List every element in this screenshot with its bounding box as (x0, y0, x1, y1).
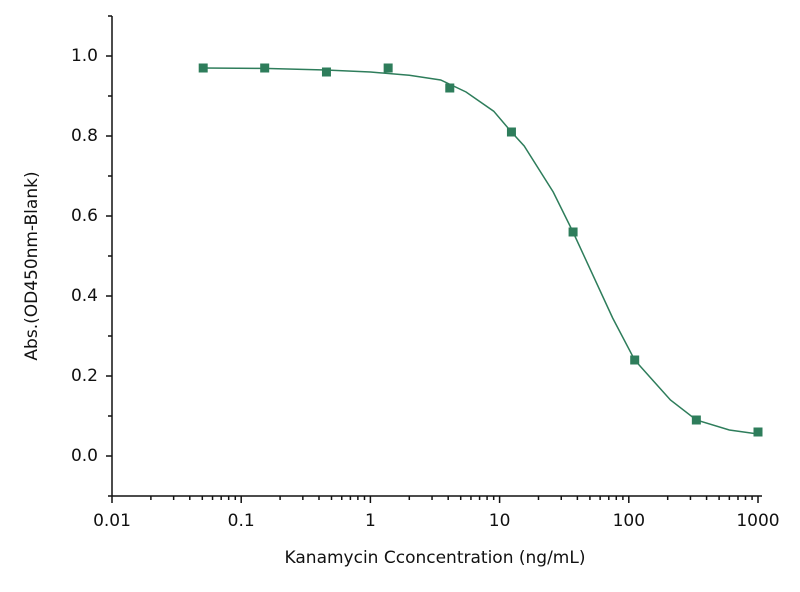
y-tick-label: 1.0 (71, 46, 98, 66)
data-point (445, 83, 455, 93)
x-tick-label: 100 (613, 511, 645, 531)
data-point (568, 227, 578, 237)
x-tick-label: 10 (489, 511, 511, 531)
data-point (198, 63, 208, 73)
x-axis-label: Kanamycin Cconcentration (ng/mL) (285, 548, 586, 568)
data-point (506, 127, 516, 137)
fit-line (202, 67, 759, 435)
data-point (321, 67, 331, 77)
data-point (691, 415, 701, 425)
data-point (630, 355, 640, 365)
y-tick-label: 0.2 (71, 366, 98, 386)
y-tick-label: 0.0 (71, 446, 98, 466)
x-tick-label: 0.01 (93, 511, 131, 531)
data-point (753, 427, 763, 437)
x-tick-label: 1 (365, 511, 376, 531)
x-tick-label: 0.1 (228, 511, 255, 531)
y-axis-label: Abs.(OD450nm-Blank) (22, 171, 42, 360)
y-tick-label: 0.6 (71, 206, 98, 226)
y-tick-label: 0.4 (71, 286, 98, 306)
x-tick-label: 1000 (736, 511, 779, 531)
data-point (383, 63, 393, 73)
y-tick-label: 0.8 (71, 126, 98, 146)
data-point (260, 63, 270, 73)
